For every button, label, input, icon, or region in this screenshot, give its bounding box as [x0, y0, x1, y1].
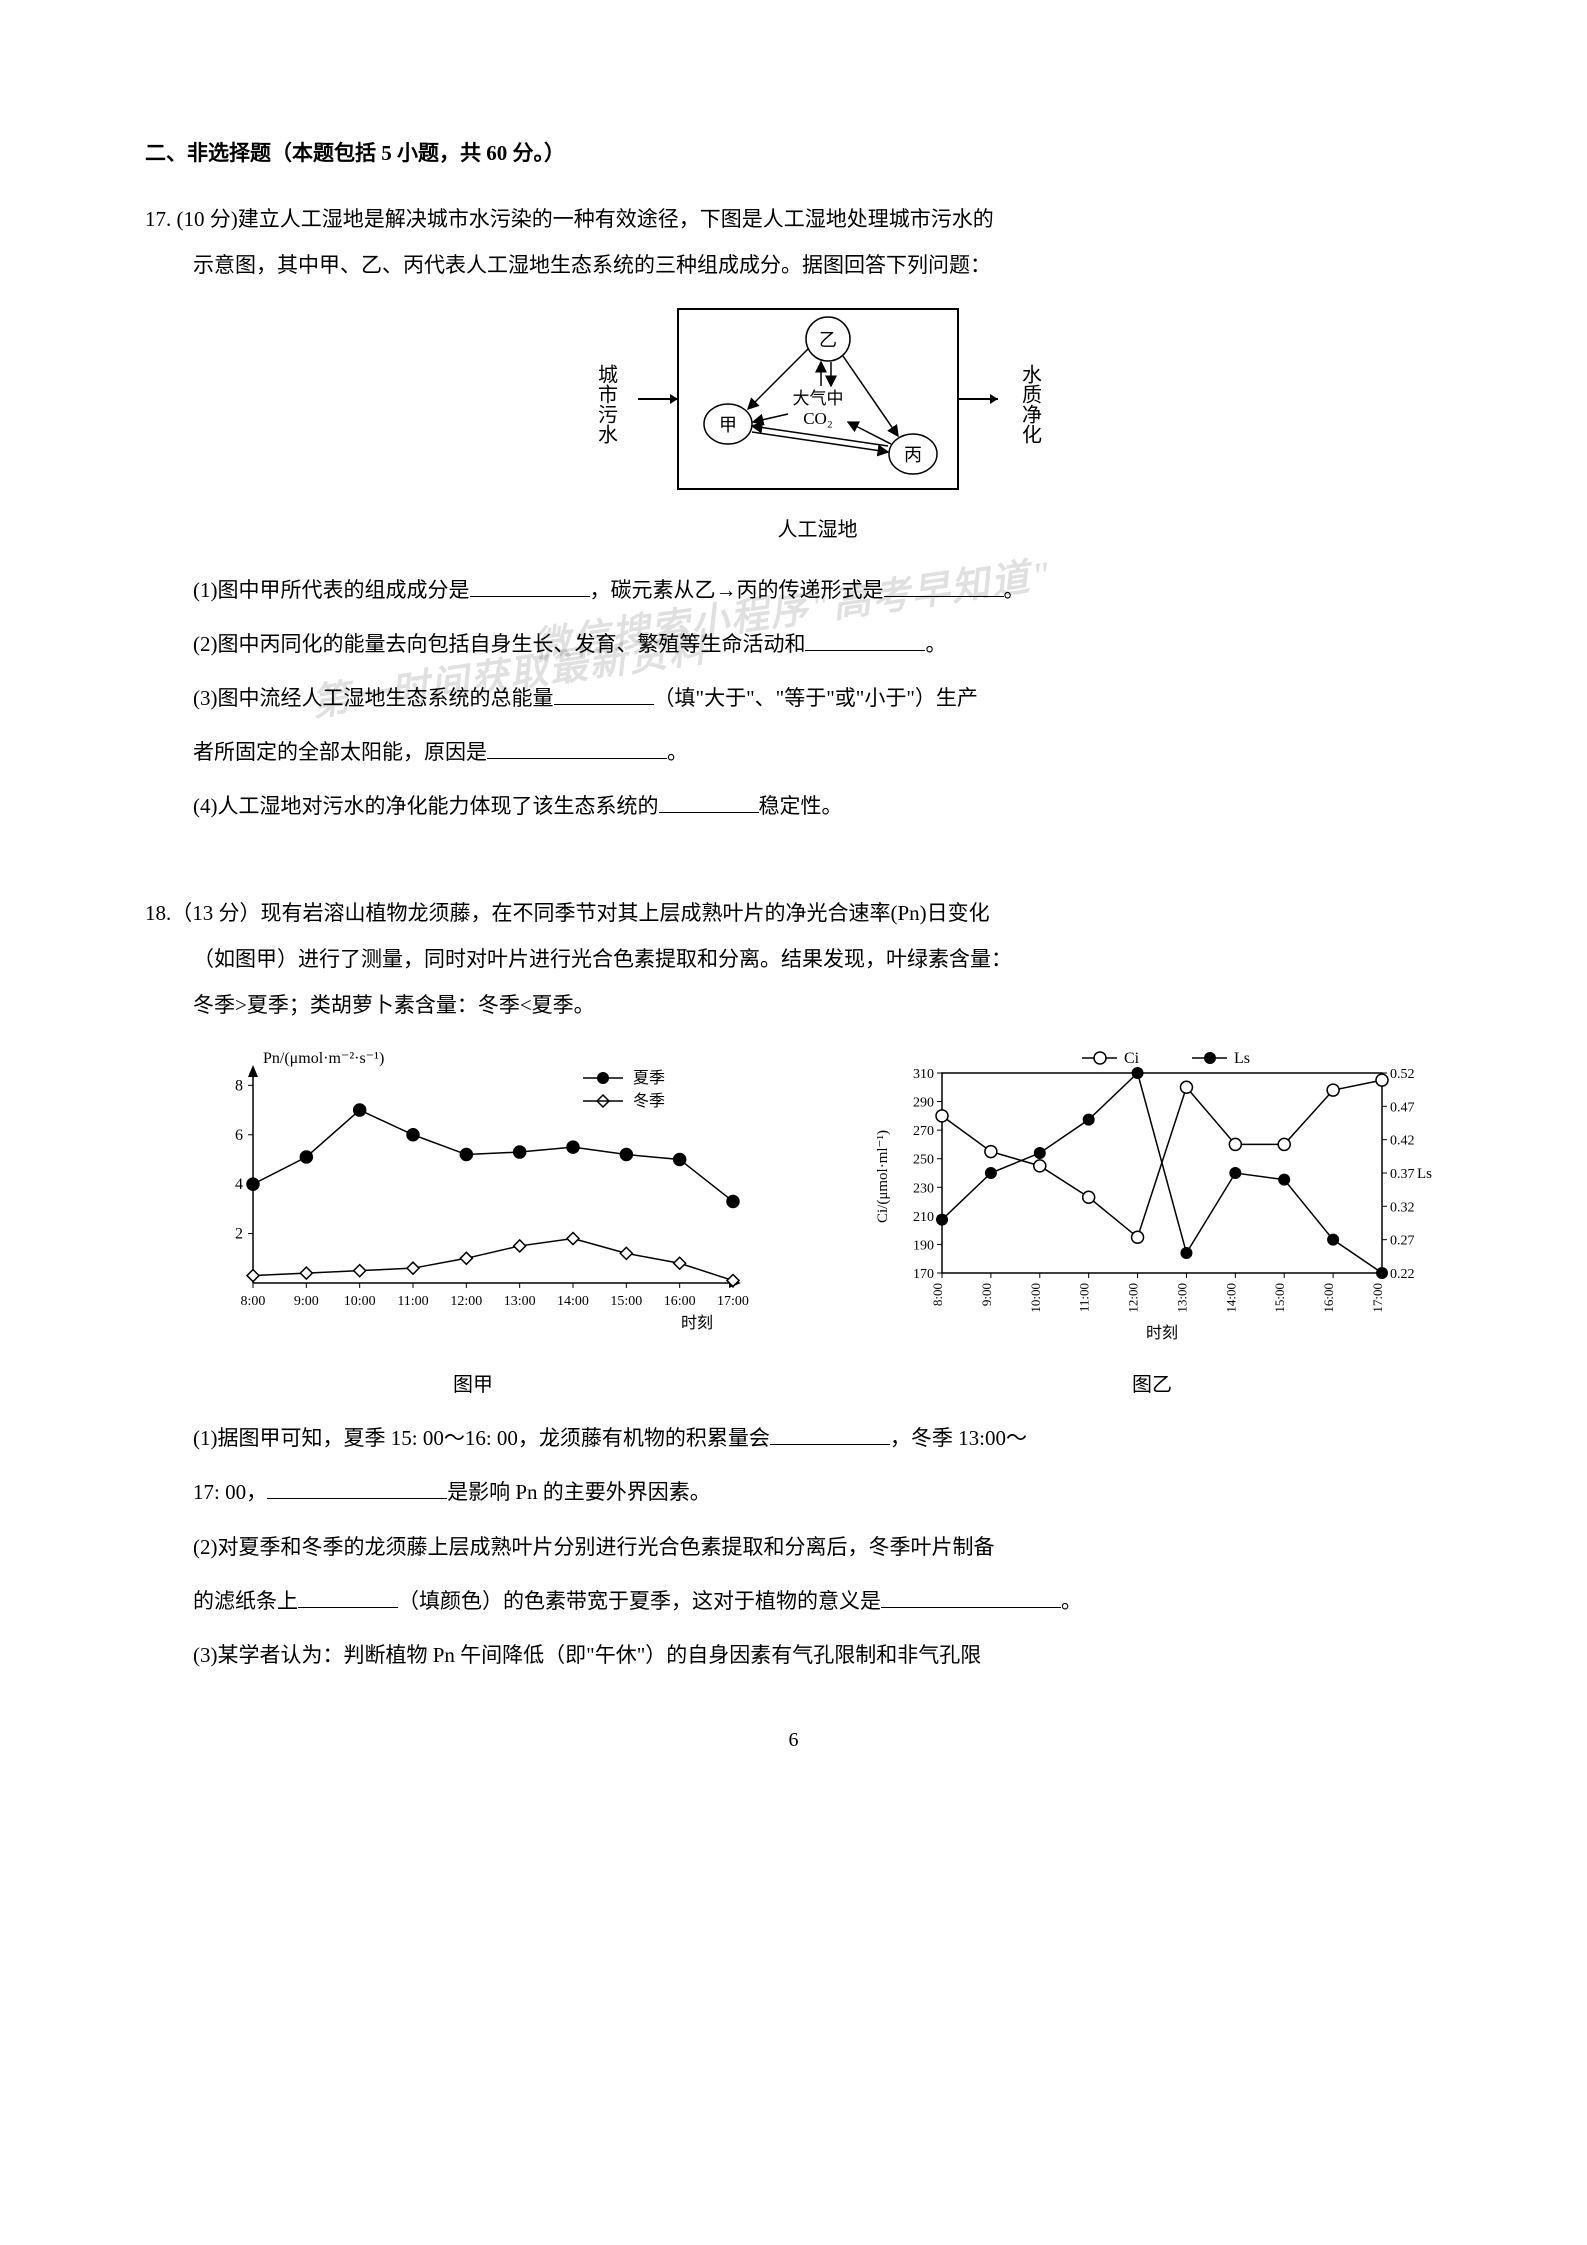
q18-points: （13 分）: [171, 901, 260, 925]
svg-text:15:00: 15:00: [610, 1294, 642, 1309]
svg-text:8:00: 8:00: [930, 1283, 945, 1306]
svg-text:14:00: 14:00: [557, 1294, 589, 1309]
blank: [770, 1424, 890, 1445]
page-number: 6: [145, 1718, 1442, 1762]
svg-text:8: 8: [235, 1077, 243, 1094]
wetland-diagram-svg: 乙 甲 丙 大气中 CO₂: [638, 304, 998, 504]
svg-text:0.47: 0.47: [1390, 1100, 1415, 1115]
svg-text:17:00: 17:00: [1370, 1283, 1385, 1313]
svg-text:0.32: 0.32: [1390, 1200, 1415, 1215]
chart-a: 2 4 6 8 8:00 9:00 10:00 11:00 12:00 13:00 14:00 15:…: [193, 1043, 753, 1407]
section-title: 二、非选择题（本题包括 5 小题，共 60 分。）: [145, 130, 1442, 176]
svg-text:Ci: Ci: [1124, 1050, 1140, 1067]
svg-text:11:00: 11:00: [1077, 1283, 1092, 1312]
svg-text:Ls: Ls: [1417, 1166, 1432, 1182]
svg-text:4: 4: [235, 1176, 243, 1193]
svg-text:250: 250: [913, 1153, 934, 1168]
svg-text:0.22: 0.22: [1390, 1267, 1415, 1282]
svg-text:9:00: 9:00: [979, 1283, 994, 1306]
chart-b-caption: 图乙: [862, 1363, 1442, 1407]
chart-b-svg: 170 190 210 230 250 270 290 310 0.22 0.27 0.32 0.37…: [862, 1043, 1442, 1343]
blank: [487, 738, 667, 759]
svg-text:210: 210: [913, 1210, 934, 1225]
svg-text:0.52: 0.52: [1390, 1067, 1415, 1082]
svg-text:2: 2: [235, 1226, 243, 1243]
svg-text:冬季: 冬季: [633, 1092, 665, 1110]
diagram-right-label: 水质净化: [1016, 364, 1044, 444]
q18-intro2: （如图甲）进行了测量，同时对叶片进行光合色素提取和分离。结果发现，叶绿素含量：: [193, 936, 1442, 982]
svg-text:Ci/(μmol·ml⁻¹): Ci/(μmol·ml⁻¹): [875, 1130, 891, 1223]
q17-sub3c: 者所固定的全部太阳能，原因是。: [193, 729, 1442, 775]
svg-text:时刻: 时刻: [1146, 1324, 1178, 1342]
svg-text:0.27: 0.27: [1390, 1234, 1415, 1249]
svg-text:0.37: 0.37: [1390, 1167, 1415, 1182]
svg-text:15:00: 15:00: [1272, 1283, 1287, 1313]
svg-text:290: 290: [913, 1096, 934, 1111]
q17-diagram: 城市污水 乙 甲 丙 大气中 CO₂: [193, 304, 1442, 552]
node-c-label: 丙: [904, 445, 922, 465]
q18-intro3: 冬季>夏季；类胡萝卜素含量：冬季<夏季。: [193, 982, 1442, 1028]
chart-a-svg: 2 4 6 8 8:00 9:00 10:00 11:00 12:00 13:00 14:00 15:…: [193, 1043, 753, 1343]
blank: [267, 1478, 447, 1499]
svg-text:190: 190: [913, 1238, 934, 1253]
svg-text:时刻: 时刻: [681, 1314, 713, 1332]
svg-text:14:00: 14:00: [1223, 1283, 1238, 1313]
blank: [554, 684, 654, 705]
chart-b: 170 190 210 230 250 270 290 310 0.22 0.27 0.32 0.37…: [862, 1043, 1442, 1407]
svg-text:16:00: 16:00: [664, 1294, 696, 1309]
blank: [805, 630, 925, 651]
q18-sub1: (1)据图甲可知，夏季 15: 00～16: 00，龙须藤有机物的积累量会，冬季…: [193, 1415, 1442, 1461]
svg-text:16:00: 16:00: [1321, 1283, 1336, 1313]
q17-intro: 17. (10 分)建立人工湿地是解决城市水污染的一种有效途径，下图是人工湿地处…: [145, 196, 1442, 242]
question-17: 17. (10 分)建立人工湿地是解决城市水污染的一种有效途径，下图是人工湿地处…: [145, 196, 1442, 829]
svg-text:6: 6: [235, 1127, 243, 1144]
blank: [298, 1587, 398, 1608]
blank: [884, 576, 1004, 597]
svg-text:10:00: 10:00: [1028, 1283, 1043, 1313]
svg-text:13:00: 13:00: [504, 1294, 536, 1309]
q18-sub2b: 的滤纸条上（填颜色）的色素带宽于夏季，这对于植物的意义是。: [193, 1578, 1442, 1624]
svg-text:0.42: 0.42: [1390, 1134, 1415, 1149]
q17-sub4: (4)人工湿地对污水的净化能力体现了该生态系统的稳定性。: [193, 783, 1442, 829]
q17-number: 17.: [145, 207, 171, 231]
svg-text:230: 230: [913, 1181, 934, 1196]
q18-sub2a: (2)对夏季和冬季的龙须藤上层成熟叶片分别进行光合色素提取和分离后，冬季叶片制备: [193, 1524, 1442, 1570]
q17-points: (10 分): [177, 207, 238, 231]
blank: [470, 576, 590, 597]
q18-number: 18.: [145, 901, 171, 925]
svg-text:12:00: 12:00: [450, 1294, 482, 1309]
q17-intro1: 建立人工湿地是解决城市水污染的一种有效途径，下图是人工湿地处理城市污水的: [238, 207, 994, 231]
svg-text:Pn/(μmol·m⁻²·s⁻¹): Pn/(μmol·m⁻²·s⁻¹): [263, 1050, 384, 1067]
svg-text:17:00: 17:00: [717, 1294, 749, 1309]
svg-text:11:00: 11:00: [397, 1294, 428, 1309]
svg-text:170: 170: [913, 1267, 934, 1282]
svg-text:270: 270: [913, 1124, 934, 1139]
center-text-2: CO₂: [803, 409, 833, 428]
q18-sub3: (3)某学者认为：判断植物 Pn 午间降低（即"午休"）的自身因素有气孔限制和非…: [193, 1632, 1442, 1678]
question-18: 18.（13 分）现有岩溶山植物龙须藤，在不同季节对其上层成熟叶片的净光合速率(…: [145, 890, 1442, 1679]
svg-text:8:00: 8:00: [241, 1294, 266, 1309]
node-b-label: 乙: [819, 330, 837, 350]
q18-sub1c: 17: 00，是影响 Pn 的主要外界因素。: [193, 1469, 1442, 1515]
blank: [659, 792, 759, 813]
q17-sub1: (1)图中甲所代表的组成成分是，碳元素从乙→丙的传递形式是。: [193, 567, 1442, 613]
q17-sub2: (2)图中丙同化的能量去向包括自身生长、发育、繁殖等生命活动和。: [193, 621, 1442, 667]
svg-text:Ls: Ls: [1234, 1050, 1250, 1067]
charts-row: 2 4 6 8 8:00 9:00 10:00 11:00 12:00 13:00 14:00 15:…: [193, 1043, 1442, 1407]
chart-a-caption: 图甲: [193, 1363, 753, 1407]
diagram-left-label: 城市污水: [592, 364, 620, 444]
svg-text:夏季: 夏季: [633, 1069, 665, 1087]
svg-text:9:00: 9:00: [294, 1294, 319, 1309]
svg-text:10:00: 10:00: [344, 1294, 376, 1309]
node-a-label: 甲: [719, 415, 737, 435]
svg-text:310: 310: [913, 1067, 934, 1082]
q17-sub3: (3)图中流经人工湿地生态系统的总能量（填"大于"、"等于"或"小于"）生产: [193, 675, 1442, 721]
blank: [881, 1587, 1061, 1608]
center-text-1: 大气中: [792, 389, 843, 408]
q18-intro1: 18.（13 分）现有岩溶山植物龙须藤，在不同季节对其上层成熟叶片的净光合速率(…: [145, 890, 1442, 936]
diagram-caption: 人工湿地: [193, 508, 1442, 552]
svg-text:12:00: 12:00: [1126, 1283, 1141, 1313]
svg-text:13:00: 13:00: [1174, 1283, 1189, 1313]
q17-intro2: 示意图，其中甲、乙、丙代表人工湿地生态系统的三种组成成分。据图回答下列问题：: [193, 242, 1442, 288]
